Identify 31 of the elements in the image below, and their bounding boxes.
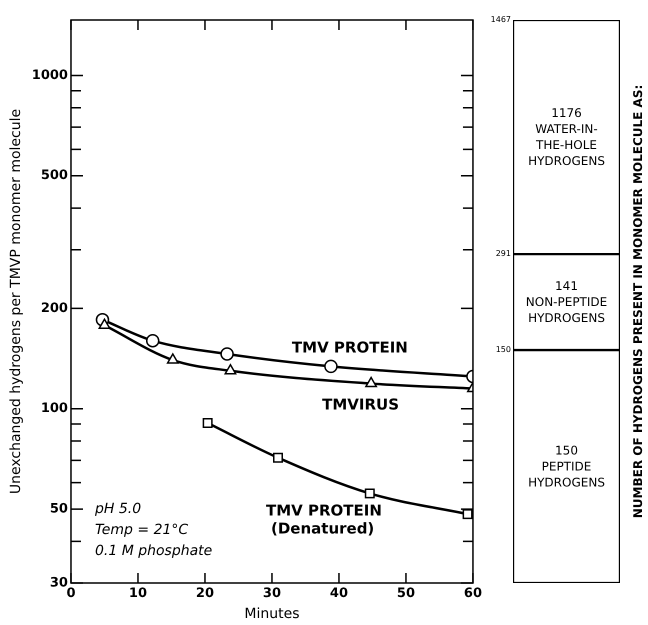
x-tick-label: 50 — [396, 586, 416, 602]
data-label: 150 — [555, 444, 578, 458]
series-label: TMVIRUS — [322, 396, 400, 414]
x-tick-label: 0 — [66, 586, 76, 602]
x-tick-label: 30 — [262, 586, 282, 602]
y-tick-label: 291 — [496, 249, 511, 258]
y-tick-label: 100 — [40, 401, 68, 416]
y-tick-label: 150 — [496, 345, 511, 354]
data-label: 141 — [555, 279, 578, 294]
series-label: WATER-IN-THE-HOLE HYDROGENS — [528, 122, 605, 168]
x-tick-label: 10 — [128, 586, 148, 602]
y-tick-label: 50 — [50, 501, 68, 516]
series-label: TMV PROTEIN — [292, 338, 408, 356]
series-label: TMV PROTEIN (Denatured) — [266, 502, 382, 538]
annotation: Temp = 21°C — [94, 522, 188, 538]
annotation: pH 5.0 — [94, 501, 142, 517]
y-tick-label: 30 — [50, 575, 68, 590]
annotation: 0.1 M phosphate — [94, 543, 212, 559]
y-axis-title: NUMBER OF HYDROGENS PRESENT IN MONOMER MOLECULE AS: — [631, 84, 645, 518]
y-tick-label: 200 — [40, 300, 68, 316]
y-axis-title: Unexchanged hydrogens per TMVP monomer molecule — [8, 108, 24, 494]
series-label: NON-PEPTIDE HYDROGENS — [526, 295, 608, 326]
y-tick-label: 1000 — [32, 68, 68, 83]
x-tick-label: 40 — [330, 586, 348, 602]
series-label: PEPTIDE HYDROGENS — [528, 460, 605, 490]
x-axis-title: Minutes — [244, 606, 300, 622]
y-tick-label: 1467 — [490, 15, 511, 24]
data-label: 1176 — [551, 106, 582, 120]
x-tick-label: 60 — [464, 586, 482, 602]
x-tick-label: 20 — [196, 586, 214, 602]
y-tick-label: 500 — [40, 168, 68, 184]
